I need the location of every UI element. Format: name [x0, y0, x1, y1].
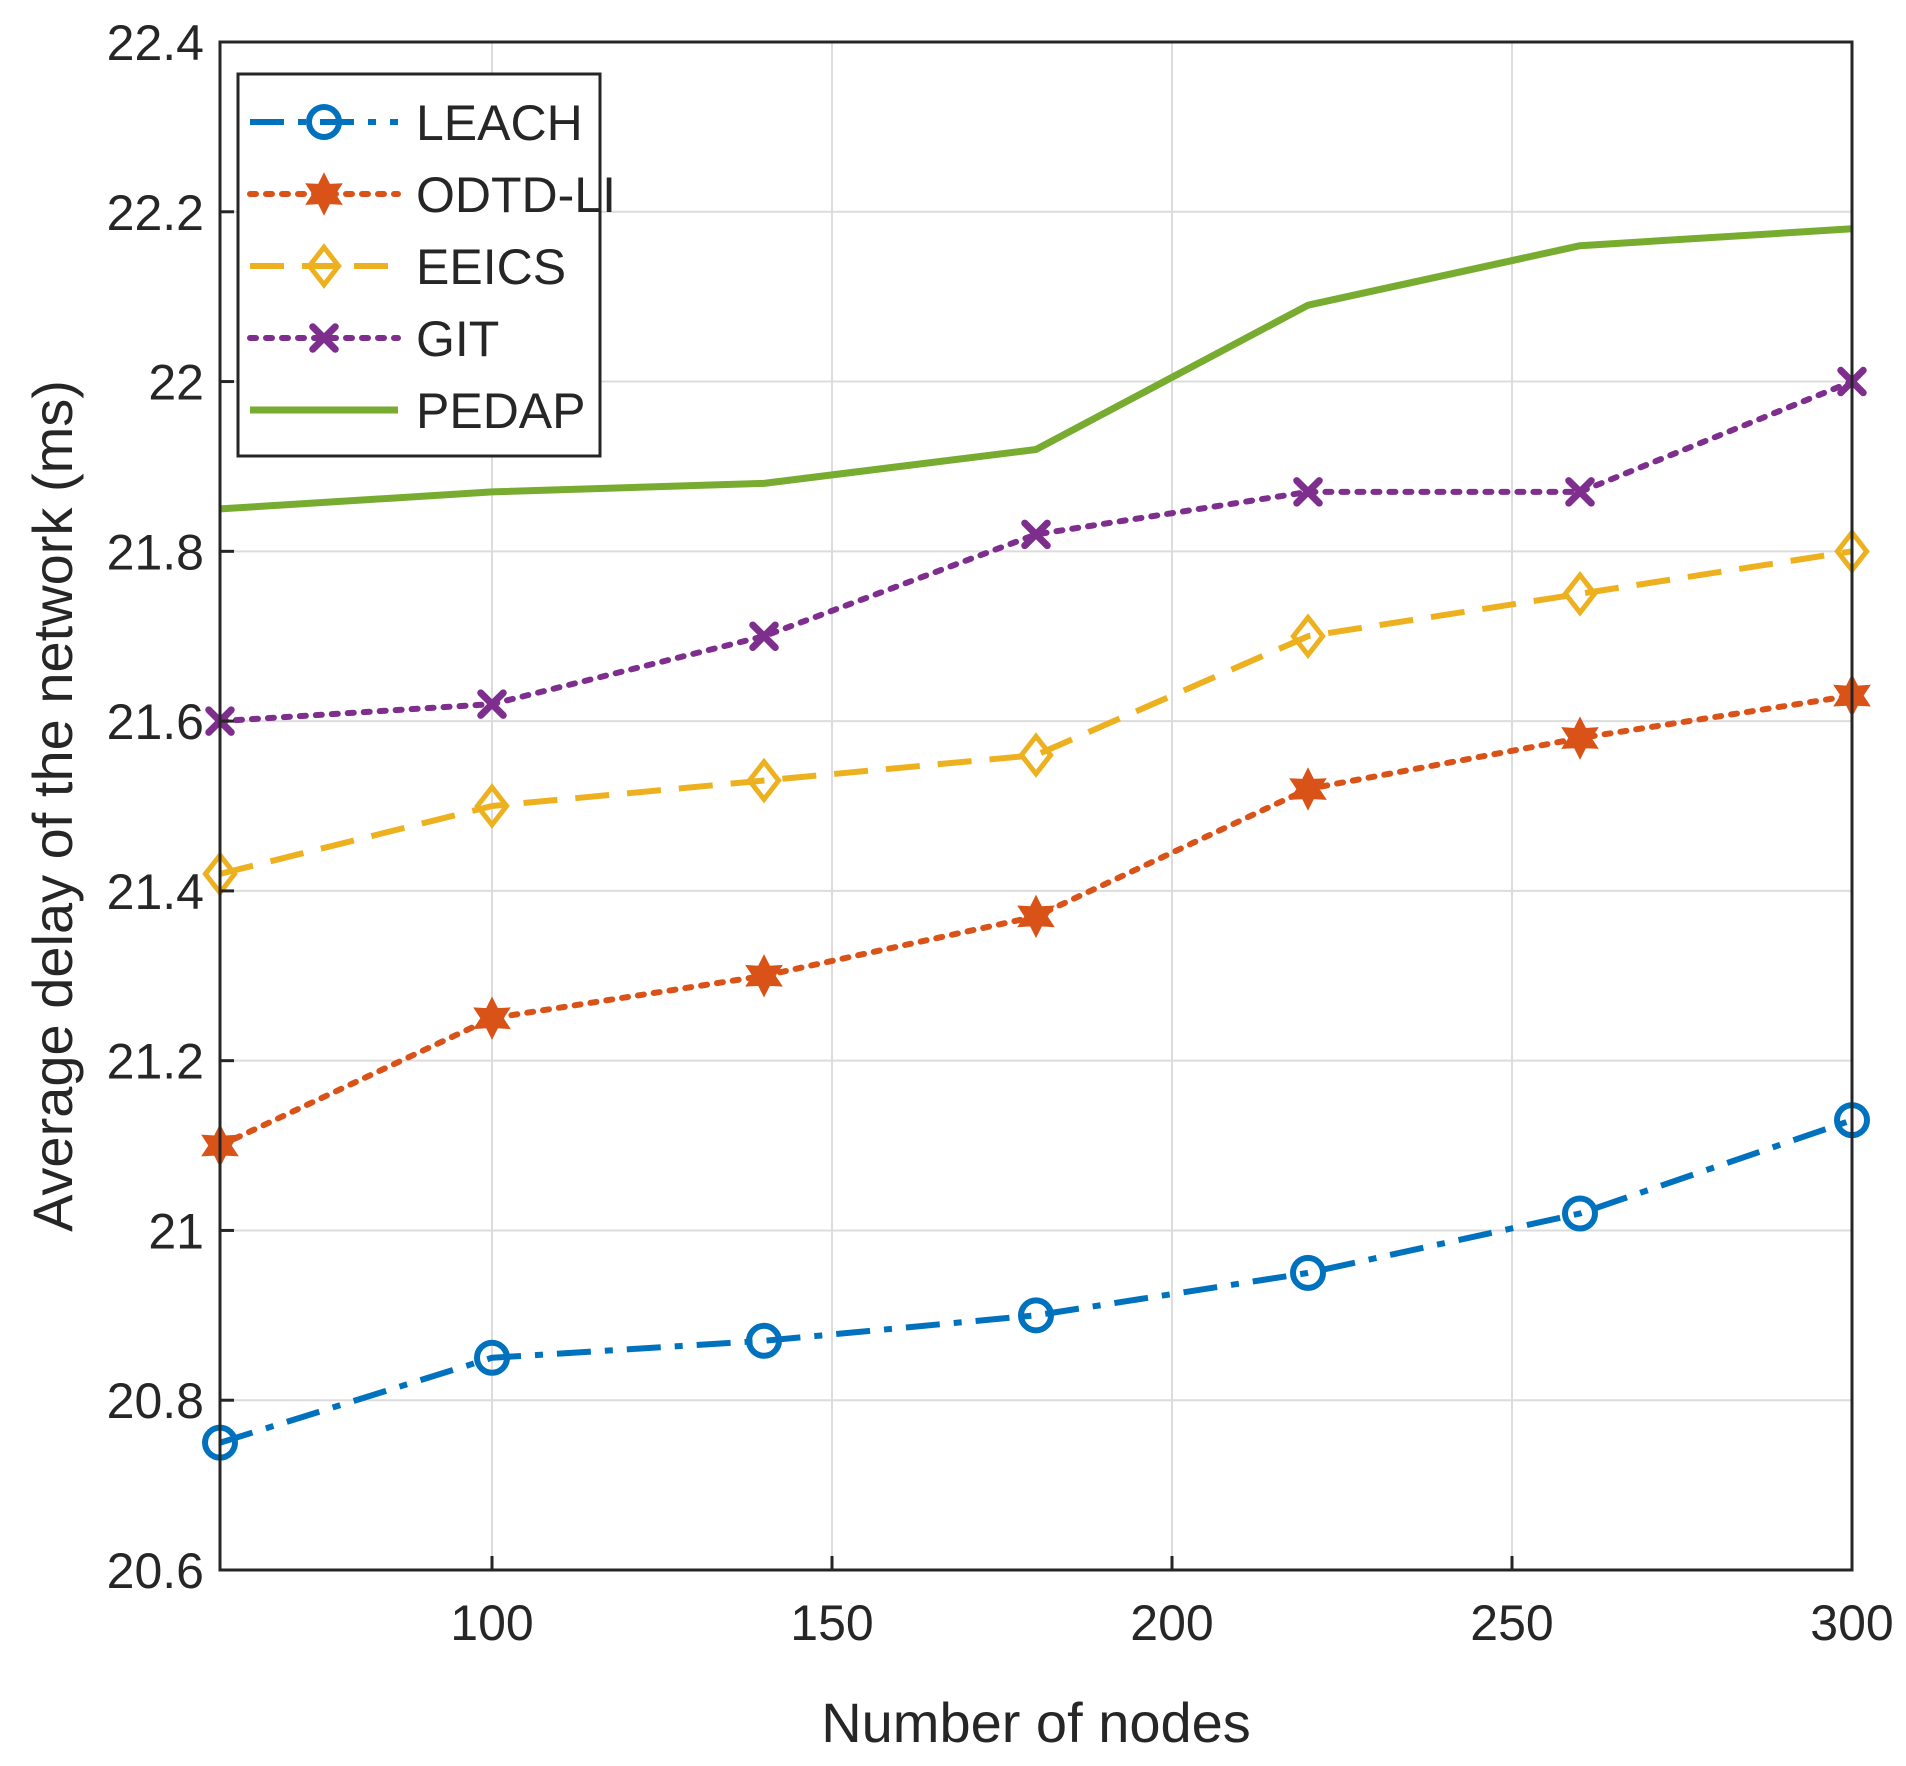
- y-axis-label: Average delay of the network (ms): [21, 380, 84, 1232]
- x-tick-label: 300: [1810, 1595, 1893, 1651]
- data-point-diamond: [306, 243, 342, 289]
- legend-item: GIT: [247, 311, 499, 367]
- series-line: [219, 225, 1853, 513]
- legend-item: EEICS: [250, 239, 566, 295]
- data-point-x: [1293, 477, 1323, 507]
- x-axis-ticks: 100 150 200 250 300: [450, 1556, 1894, 1651]
- x-tick-label: 200: [1130, 1595, 1213, 1651]
- y-tick-label: 21.6: [107, 694, 204, 750]
- data-point-hexagram: [1289, 767, 1327, 811]
- data-point-hexagram: [473, 996, 511, 1040]
- series-leach: [202, 1102, 1870, 1461]
- data-point-hexagram: [305, 172, 343, 216]
- data-point-hexagram: [745, 954, 783, 998]
- data-point-x: [1021, 519, 1051, 550]
- y-tick-label: 21.4: [107, 864, 204, 920]
- data-point-circle: [1018, 1297, 1054, 1334]
- x-tick-label: 150: [790, 1595, 873, 1651]
- data-point-diamond: [746, 757, 782, 804]
- legend-item: LEACH: [250, 95, 583, 151]
- y-tick-label: 22: [148, 355, 204, 411]
- legend: LEACH ODTD-LI EEICS GIT PEDAP: [236, 72, 616, 458]
- y-tick-label: 22.2: [107, 185, 204, 241]
- axes-frame: [218, 40, 1854, 1572]
- legend-label: PEDAP: [416, 383, 586, 439]
- data-point-hexagram: [1017, 894, 1055, 939]
- x-tick-label: 250: [1470, 1595, 1553, 1651]
- data-point-circle: [1290, 1254, 1326, 1291]
- data-point-circle: [1562, 1195, 1598, 1232]
- data-point-x: [749, 621, 779, 651]
- series-line: [219, 548, 1853, 877]
- legend-label: GIT: [416, 311, 499, 367]
- data-point-diamond: [474, 783, 510, 829]
- legend-item: PEDAP: [250, 383, 586, 439]
- y-tick-label: 21.8: [107, 524, 204, 580]
- legend-label: LEACH: [416, 95, 583, 151]
- data-point-diamond: [1290, 613, 1326, 660]
- data-point-diamond: [1018, 732, 1054, 778]
- legend-item: ODTD-LI: [247, 167, 616, 223]
- data-point-diamond: [1562, 570, 1598, 617]
- data-point-hexagram: [1561, 716, 1599, 760]
- y-tick-label: 21.2: [107, 1034, 204, 1090]
- data-point-x: [477, 689, 507, 719]
- y-tick-label: 22.4: [107, 15, 204, 71]
- x-axis-label: Number of nodes: [821, 1691, 1251, 1754]
- legend-label: ODTD-LI: [416, 167, 616, 223]
- y-tick-label: 20.6: [107, 1543, 204, 1599]
- data-point-x: [1565, 477, 1595, 507]
- legend-box: [236, 72, 602, 458]
- data-point-circle: [746, 1322, 782, 1359]
- y-tick-label: 21: [148, 1203, 204, 1259]
- y-tick-label: 20.8: [107, 1373, 204, 1429]
- y-axis-ticks: 20.6 20.8 21 21.2 21.4 21.6 21.8 22 22.2 22.4: [107, 15, 234, 1599]
- legend-label: EEICS: [416, 239, 566, 295]
- series-pedap: [219, 225, 1853, 513]
- data-point-circle: [474, 1339, 510, 1376]
- data-point-circle: [306, 104, 342, 140]
- data-point-x: [309, 323, 339, 353]
- x-tick-label: 100: [450, 1595, 533, 1651]
- series-line: [219, 1117, 1853, 1446]
